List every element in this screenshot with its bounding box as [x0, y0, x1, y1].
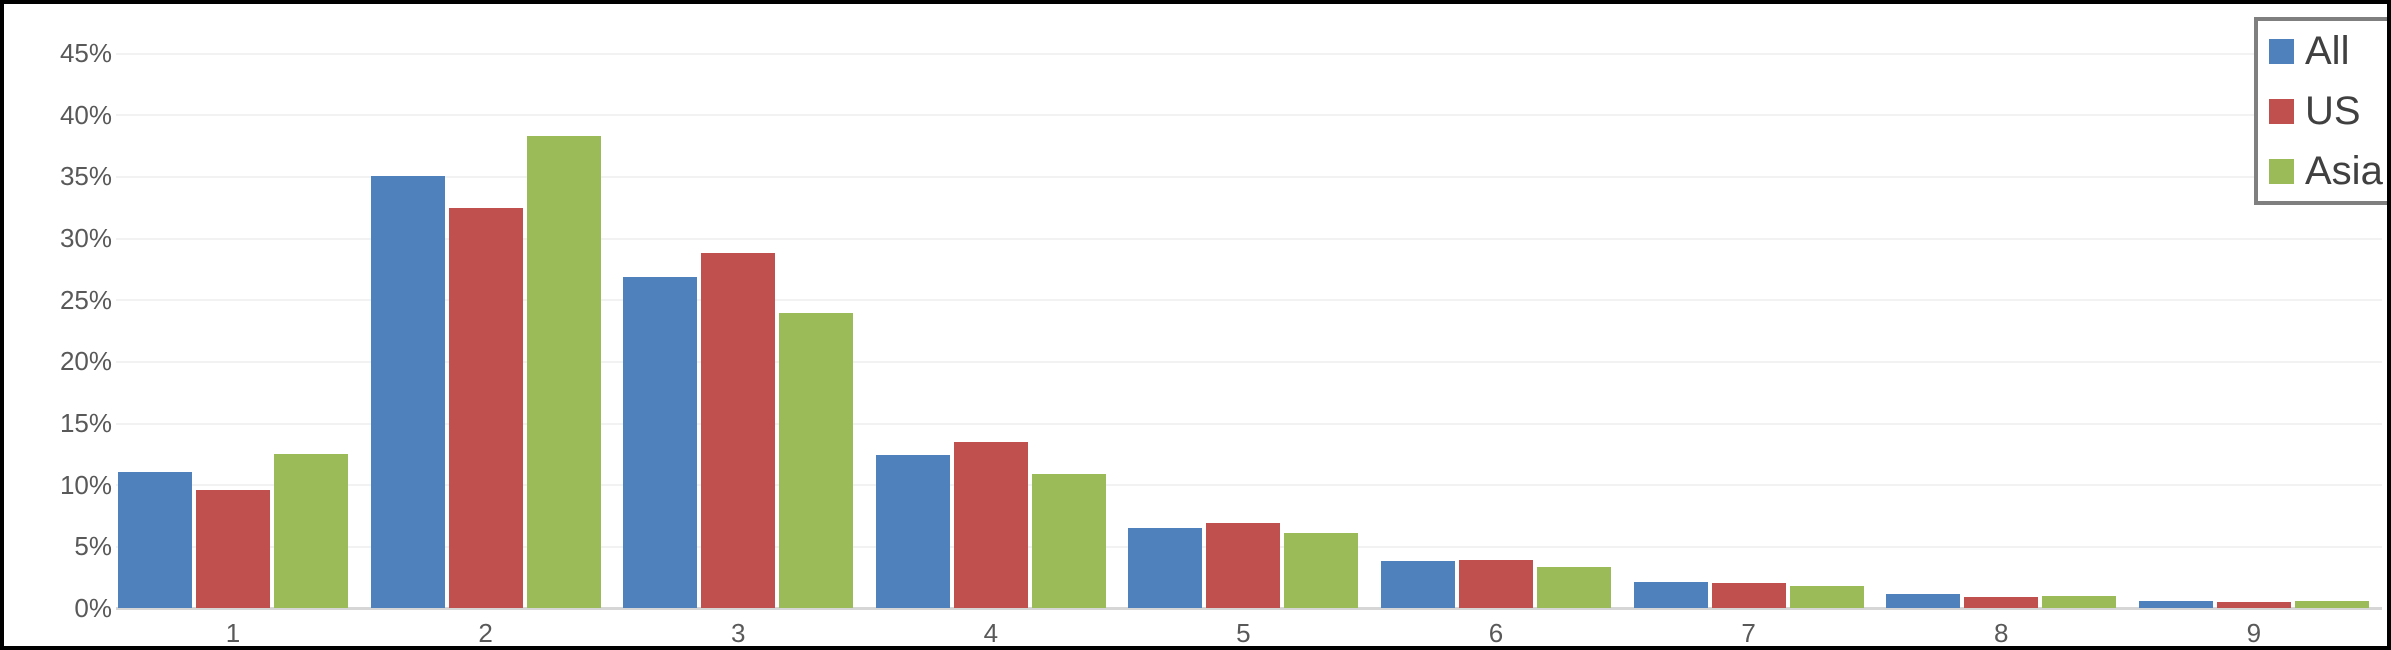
x-tick-label: 3: [730, 618, 746, 648]
bar-asia-cat8: [2042, 595, 2117, 608]
bar-all-cat4: [875, 455, 950, 608]
bar-asia-cat3: [779, 313, 854, 608]
h-gridline: [116, 360, 2382, 363]
bar-asia-cat6: [1537, 567, 1611, 608]
bar-asia-cat5: [1284, 532, 1359, 608]
y-tick-label: 10%: [59, 469, 112, 500]
y-tick-label: 5%: [74, 531, 112, 562]
bar-all-cat7: [1633, 582, 1708, 608]
bar-asia-cat4: [1031, 473, 1106, 608]
h-gridline: [116, 52, 2382, 55]
bar-us-cat8: [1964, 596, 2039, 608]
bar-asia-cat7: [1789, 585, 1864, 608]
chart-legend: All US Asia: [2254, 17, 2387, 205]
legend-swatch-icon: [2269, 158, 2294, 184]
bar-all-cat8: [1886, 594, 1961, 608]
x-tick-label: 5: [1236, 618, 1251, 648]
y-tick-label: 15%: [59, 408, 112, 438]
bar-us-cat3: [701, 252, 776, 608]
bar-all-cat9: [2138, 600, 2213, 608]
h-gridline: [116, 299, 2382, 302]
bar-asia-cat1: [274, 453, 348, 608]
y-tick-label: 30%: [59, 223, 112, 253]
legend-item-us: US: [2269, 91, 2387, 131]
legend-swatch-icon: [2269, 98, 2294, 124]
x-tick-label: 8: [1993, 618, 2009, 648]
y-tick-label: 40%: [59, 99, 112, 130]
y-tick-label: 45%: [59, 38, 112, 68]
bar-all-cat5: [1128, 527, 1203, 608]
y-tick-label: 25%: [59, 284, 112, 315]
legend-label: All: [2305, 29, 2350, 73]
h-gridline: [116, 422, 2382, 425]
bar-all-cat3: [623, 277, 698, 608]
legend-label: Asia: [2305, 149, 2383, 193]
h-gridline: [116, 237, 2382, 240]
x-tick-label: 6: [1488, 618, 1504, 648]
bar-us-cat1: [196, 489, 270, 608]
y-tick-label: 35%: [59, 161, 112, 192]
bar-all-cat1: [118, 472, 192, 608]
bar-all-cat6: [1381, 561, 1455, 608]
legend-item-all: All: [2269, 31, 2387, 71]
x-tick-label: 2: [478, 618, 493, 648]
h-gridline: [116, 484, 2382, 487]
legend-swatch-icon: [2269, 38, 2294, 64]
x-axis-line: [116, 607, 2382, 610]
y-tick-label: 20%: [59, 346, 112, 377]
bar-us-cat5: [1206, 522, 1281, 608]
x-tick-label: 9: [2246, 618, 2262, 648]
x-tick-label: 4: [983, 618, 999, 648]
y-tick-label: 0%: [74, 593, 112, 623]
x-tick-label: 7: [1741, 618, 1756, 648]
bar-us-cat9: [2216, 601, 2291, 608]
bar-us-cat2: [448, 208, 523, 608]
legend-label: US: [2305, 89, 2361, 133]
bar-us-cat4: [953, 441, 1028, 608]
bar-us-cat6: [1459, 559, 1533, 608]
legend-item-asia: Asia: [2269, 151, 2387, 191]
x-tick-label: 1: [225, 618, 241, 648]
bar-asia-cat2: [526, 135, 601, 608]
bar-us-cat7: [1711, 583, 1786, 608]
h-gridline: [116, 175, 2382, 178]
bar-asia-cat9: [2294, 600, 2369, 608]
bar-all-cat2: [370, 176, 445, 608]
h-gridline: [116, 114, 2382, 117]
